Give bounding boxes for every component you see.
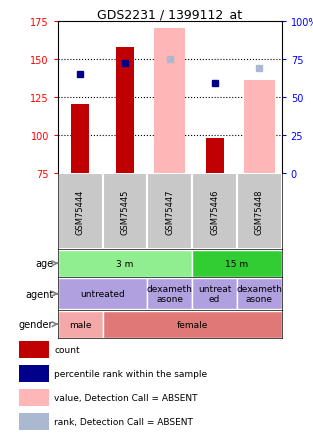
Bar: [103, 311, 282, 338]
Text: 3 m: 3 m: [116, 259, 134, 268]
Text: percentile rank within the sample: percentile rank within the sample: [54, 369, 208, 378]
Bar: [192, 279, 237, 310]
Text: female: female: [177, 320, 208, 329]
Bar: [237, 279, 282, 310]
Text: dexameth
asone: dexameth asone: [236, 284, 282, 304]
Text: untreat
ed: untreat ed: [198, 284, 231, 304]
Text: 15 m: 15 m: [225, 259, 249, 268]
Bar: [18, 342, 49, 358]
Bar: [18, 413, 49, 430]
Bar: [18, 389, 49, 406]
Bar: [244, 81, 275, 174]
Text: gender: gender: [19, 319, 54, 329]
Bar: [58, 174, 103, 250]
Text: value, Detection Call = ABSENT: value, Detection Call = ABSENT: [54, 393, 198, 402]
Bar: [116, 47, 134, 174]
Text: rank, Detection Call = ABSENT: rank, Detection Call = ABSENT: [54, 417, 193, 426]
Bar: [147, 174, 192, 250]
Bar: [18, 365, 49, 382]
Bar: [58, 279, 147, 310]
Bar: [58, 250, 192, 277]
Bar: [58, 311, 103, 338]
Text: untreated: untreated: [80, 289, 125, 299]
Text: GSM75446: GSM75446: [210, 189, 219, 234]
Bar: [103, 174, 147, 250]
Bar: [147, 279, 192, 310]
Text: dexameth
asone: dexameth asone: [147, 284, 193, 304]
Title: GDS2231 / 1399112_at: GDS2231 / 1399112_at: [97, 7, 242, 20]
Bar: [71, 105, 89, 174]
Text: count: count: [54, 345, 80, 355]
Text: GSM75444: GSM75444: [76, 189, 85, 234]
Text: GSM75447: GSM75447: [165, 189, 174, 234]
Bar: [192, 250, 282, 277]
Bar: [237, 174, 282, 250]
Text: GSM75448: GSM75448: [255, 189, 264, 234]
Text: age: age: [35, 259, 54, 269]
Bar: [192, 174, 237, 250]
Text: agent: agent: [25, 289, 54, 299]
Text: male: male: [69, 320, 91, 329]
Text: GSM75445: GSM75445: [121, 189, 130, 234]
Bar: [206, 138, 223, 174]
Bar: [154, 29, 186, 174]
